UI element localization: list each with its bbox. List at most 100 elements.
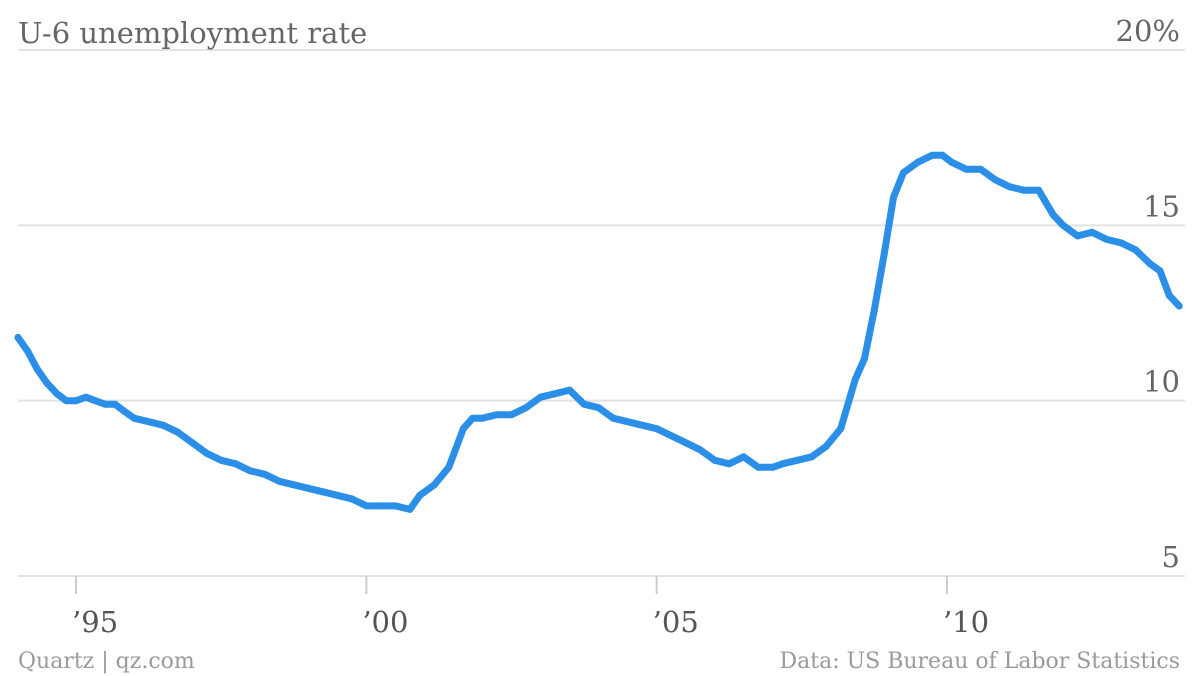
data-point — [851, 376, 859, 384]
data-point — [870, 306, 878, 313]
data-point — [130, 414, 138, 422]
data-point — [469, 414, 477, 422]
y-tick-label: 15 — [1143, 189, 1180, 223]
data-point — [808, 453, 816, 461]
data-point — [1156, 267, 1164, 275]
data-point — [62, 397, 70, 405]
y-tick-label: 10 — [1143, 365, 1180, 399]
data-point — [638, 421, 646, 429]
data-point — [711, 456, 719, 464]
data-point — [948, 158, 956, 166]
data-point — [725, 460, 733, 468]
data-point — [1049, 211, 1057, 219]
data-point — [232, 460, 240, 468]
data-point — [445, 463, 453, 471]
data-point — [348, 495, 356, 503]
data-point — [290, 481, 298, 489]
data-point — [551, 390, 559, 398]
y-tick-label: 20% — [1116, 14, 1180, 48]
data-point — [962, 165, 970, 173]
data-point — [1175, 302, 1183, 310]
data-point — [696, 446, 704, 454]
data-point — [822, 442, 830, 450]
data-point — [653, 425, 661, 433]
data-point — [1074, 232, 1082, 240]
x-tick-label: ’95 — [72, 605, 118, 639]
data-point — [159, 421, 167, 429]
data-point — [522, 404, 530, 412]
data-point — [203, 449, 211, 457]
data-point — [14, 334, 22, 341]
data-point — [890, 193, 897, 201]
x-tick-label: ’10 — [943, 605, 989, 639]
data-point — [928, 151, 936, 159]
data-point — [1035, 186, 1043, 194]
data-point — [91, 397, 99, 405]
y-tick-label: 5 — [1162, 540, 1180, 574]
data-point — [43, 379, 51, 387]
data-point — [72, 397, 80, 405]
data-point — [33, 365, 41, 373]
data-point — [377, 502, 385, 510]
data-point — [1103, 235, 1111, 243]
data-point — [246, 467, 254, 475]
data-point — [861, 355, 868, 363]
data-point — [101, 400, 109, 408]
data-point — [479, 414, 486, 422]
data-point — [430, 481, 438, 489]
data-point — [493, 411, 501, 419]
data-point — [914, 158, 922, 166]
data-point — [391, 502, 399, 510]
x-tick-label: ’05 — [653, 605, 699, 639]
data-point — [362, 502, 370, 510]
data-point — [120, 407, 128, 415]
data-point — [566, 386, 574, 394]
data-point — [1020, 186, 1028, 194]
data-point — [188, 439, 196, 447]
data-point — [1146, 260, 1154, 268]
data-point — [899, 169, 907, 177]
data-point — [333, 491, 341, 499]
data-point — [769, 463, 777, 471]
data-point — [304, 484, 312, 492]
data-point — [624, 418, 632, 426]
data-point — [111, 400, 119, 408]
data-point — [880, 249, 888, 257]
data-point — [609, 414, 617, 422]
data-point — [740, 453, 748, 461]
data-point — [837, 425, 845, 433]
data-point — [793, 456, 801, 464]
data-point — [991, 176, 999, 184]
data-point — [595, 404, 603, 412]
data-point — [580, 400, 588, 408]
data-point — [319, 488, 327, 496]
data-point — [406, 505, 414, 513]
data-point — [1165, 292, 1173, 299]
data-point — [53, 390, 61, 398]
y-axis: 20% 15 10 5 — [1116, 14, 1180, 574]
series-line-u6 — [14, 151, 1183, 513]
data-point — [682, 439, 690, 447]
data-point — [754, 463, 762, 471]
data-point — [261, 470, 269, 478]
data-point — [459, 425, 467, 433]
data-point — [275, 477, 283, 485]
data-point — [938, 151, 946, 159]
data-point — [1117, 239, 1125, 247]
chart-title: U-6 unemployment rate — [18, 16, 367, 50]
x-tick-label: ’00 — [362, 605, 408, 639]
source-credit: Quartz | qz.com — [18, 649, 195, 674]
data-point — [416, 491, 424, 499]
data-point — [174, 428, 182, 436]
data-point — [508, 411, 515, 419]
plot-area — [14, 151, 1183, 513]
data-point — [1006, 183, 1014, 191]
data-source: Data: US Bureau of Labor Statistics — [779, 649, 1180, 674]
x-axis: ’95 ’00 ’05 ’10 — [72, 576, 989, 639]
data-point — [977, 165, 985, 173]
data-point — [537, 393, 544, 401]
data-point — [1088, 228, 1096, 236]
data-point — [667, 432, 675, 440]
data-point — [24, 348, 32, 356]
